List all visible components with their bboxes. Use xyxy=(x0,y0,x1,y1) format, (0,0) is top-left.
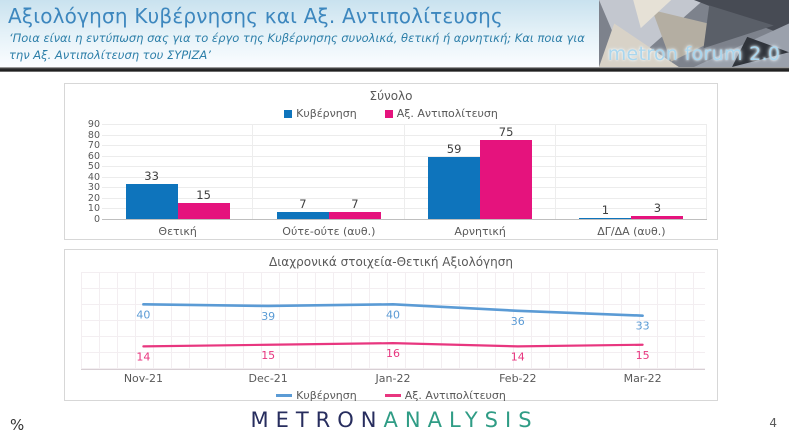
percent-unit-label: % xyxy=(10,416,25,434)
y-tick-label: 70 xyxy=(87,140,100,152)
government-line-swatch xyxy=(276,394,293,397)
line-chart-panel: Διαχρονικά στοιχεία-Θετική Αξιολόγηση 40… xyxy=(64,249,718,402)
y-tick-label: 90 xyxy=(87,119,100,130)
line-chart-title: Διαχρονικά στοιχεία-Θετική Αξιολόγηση xyxy=(269,255,513,269)
line-value-label: 40 xyxy=(136,308,150,321)
vertical-gridline xyxy=(252,124,254,219)
legend-label-opposition: Αξ. Αντιπολίτευση xyxy=(404,389,506,402)
metron-forum-logo: metron forum 2.0 xyxy=(599,0,789,67)
y-tick-label: 80 xyxy=(87,129,100,141)
bar-value-label: 7 xyxy=(351,196,359,211)
line-value-label: 15 xyxy=(636,349,650,362)
bar-value-label: 33 xyxy=(144,169,159,184)
line-value-label: 16 xyxy=(386,347,400,360)
y-tick-label: 40 xyxy=(87,171,100,183)
line-chart-x-labels: Nov-21 Dec-21 Jan-22 Feb-22 Mar-22 xyxy=(81,372,705,387)
line-chart-plot: 40 39 40 36 33 14 15 16 14 15 xyxy=(81,272,705,370)
government-line xyxy=(142,303,644,317)
vertical-gridline xyxy=(706,124,707,219)
gridline xyxy=(102,187,707,189)
bar-government xyxy=(579,217,632,219)
x-tick-label: Mar-22 xyxy=(623,372,662,385)
bar-value-label: 75 xyxy=(498,124,514,139)
header-divider xyxy=(0,67,789,72)
bar-chart-legend: Κυβέρνηση Αξ. Αντιπολίτευση xyxy=(65,107,717,120)
y-tick-label: 60 xyxy=(87,150,100,162)
gridline xyxy=(102,197,707,199)
bar-government xyxy=(428,156,481,219)
bar-value-label: 3 xyxy=(653,200,662,215)
legend-item-government: Κυβέρνηση xyxy=(284,107,357,120)
x-tick-label: Feb-22 xyxy=(499,372,537,385)
line-value-label: 14 xyxy=(136,350,150,363)
bar-value-label: 1 xyxy=(601,202,610,217)
legend-item-government: Κυβέρνηση xyxy=(276,389,357,402)
category-label: Ούτε-ούτε (αυθ.) xyxy=(282,225,376,238)
legend-label-opposition: Αξ. Αντιπολίτευση xyxy=(396,107,498,120)
vertical-gridline xyxy=(403,124,405,219)
bar-government xyxy=(276,211,329,219)
gridline xyxy=(102,124,707,125)
gridline xyxy=(102,155,707,157)
opposition-line xyxy=(142,342,644,348)
logo-text: metron forum 2.0 xyxy=(607,43,781,65)
x-tick-label: Dec-21 xyxy=(248,372,288,385)
opposition-swatch xyxy=(384,109,393,118)
page-title: Αξιολόγηση Κυβέρνησης και Αξ. Αντιπολίτε… xyxy=(8,4,503,28)
opposition-line-swatch xyxy=(384,394,401,397)
legend-item-opposition: Αξ. Αντιπολίτευση xyxy=(384,389,506,402)
government-swatch xyxy=(284,109,293,118)
bar-chart-title: Σύνολο xyxy=(369,89,413,103)
vertical-gridline xyxy=(554,124,556,219)
bar-chart-panel: Σύνολο Κυβέρνηση Αξ. Αντιπολίτευση 0 10 20… xyxy=(64,83,718,240)
line-value-label: 36 xyxy=(511,315,525,328)
legend-label-government: Κυβέρνηση xyxy=(296,107,357,120)
bar-opposition xyxy=(177,203,230,219)
gridline xyxy=(102,208,707,210)
line-value-label: 39 xyxy=(261,310,275,323)
bar-chart-plot: 0 10 20 30 40 50 60 70 80 90 33 15 Θετική 7 7 Ούτε-ούτε… xyxy=(79,119,707,240)
line-series-svg: 40 39 40 36 33 14 15 16 14 15 xyxy=(136,303,650,363)
gridline xyxy=(102,219,707,220)
bar-opposition xyxy=(480,139,533,219)
header: Αξιολόγηση Κυβέρνησης και Αξ. Αντιπολίτε… xyxy=(0,0,789,67)
line-value-label: 40 xyxy=(386,308,400,321)
brand-analysis: ANALYSIS xyxy=(383,408,539,432)
line-value-label: 33 xyxy=(636,320,650,333)
line-chart-legend: Κυβέρνηση Αξ. Αντιπολίτευση xyxy=(65,389,717,402)
bar-value-label: 7 xyxy=(299,196,307,211)
metron-analysis-logo: METRONANALYSIS xyxy=(0,408,789,432)
y-tick-label: 0 xyxy=(93,214,100,225)
page-number: 4 xyxy=(769,416,777,430)
x-tick-label: Jan-22 xyxy=(375,372,411,385)
y-tick-label: 10 xyxy=(87,203,100,215)
bar-value-label: 59 xyxy=(446,141,462,156)
gridline xyxy=(102,176,707,178)
brand-metron: METRON xyxy=(250,408,384,432)
line-value-label: 14 xyxy=(511,350,525,363)
category-label: Θετική xyxy=(158,225,197,238)
category-label: Αρνητική xyxy=(454,225,506,238)
legend-item-opposition: Αξ. Αντιπολίτευση xyxy=(384,107,498,120)
gridline xyxy=(102,166,707,168)
bar-opposition xyxy=(328,211,381,219)
y-tick-label: 30 xyxy=(87,182,100,194)
y-tick-label: 20 xyxy=(87,192,100,204)
bar-government xyxy=(125,184,178,219)
page-subtitle: ‘Ποια είναι η εντύπωση σας για το έργο τ… xyxy=(9,31,585,62)
y-tick-label: 50 xyxy=(87,161,100,173)
category-label: ΔΓ/ΔΑ (αυθ.) xyxy=(597,225,666,238)
legend-label-government: Κυβέρνηση xyxy=(296,389,357,402)
line-value-label: 15 xyxy=(261,349,275,362)
bar-opposition xyxy=(631,215,684,219)
x-tick-label: Nov-21 xyxy=(123,372,163,385)
gridline xyxy=(102,145,707,147)
gridline xyxy=(102,134,707,136)
bar-value-label: 15 xyxy=(196,188,211,203)
